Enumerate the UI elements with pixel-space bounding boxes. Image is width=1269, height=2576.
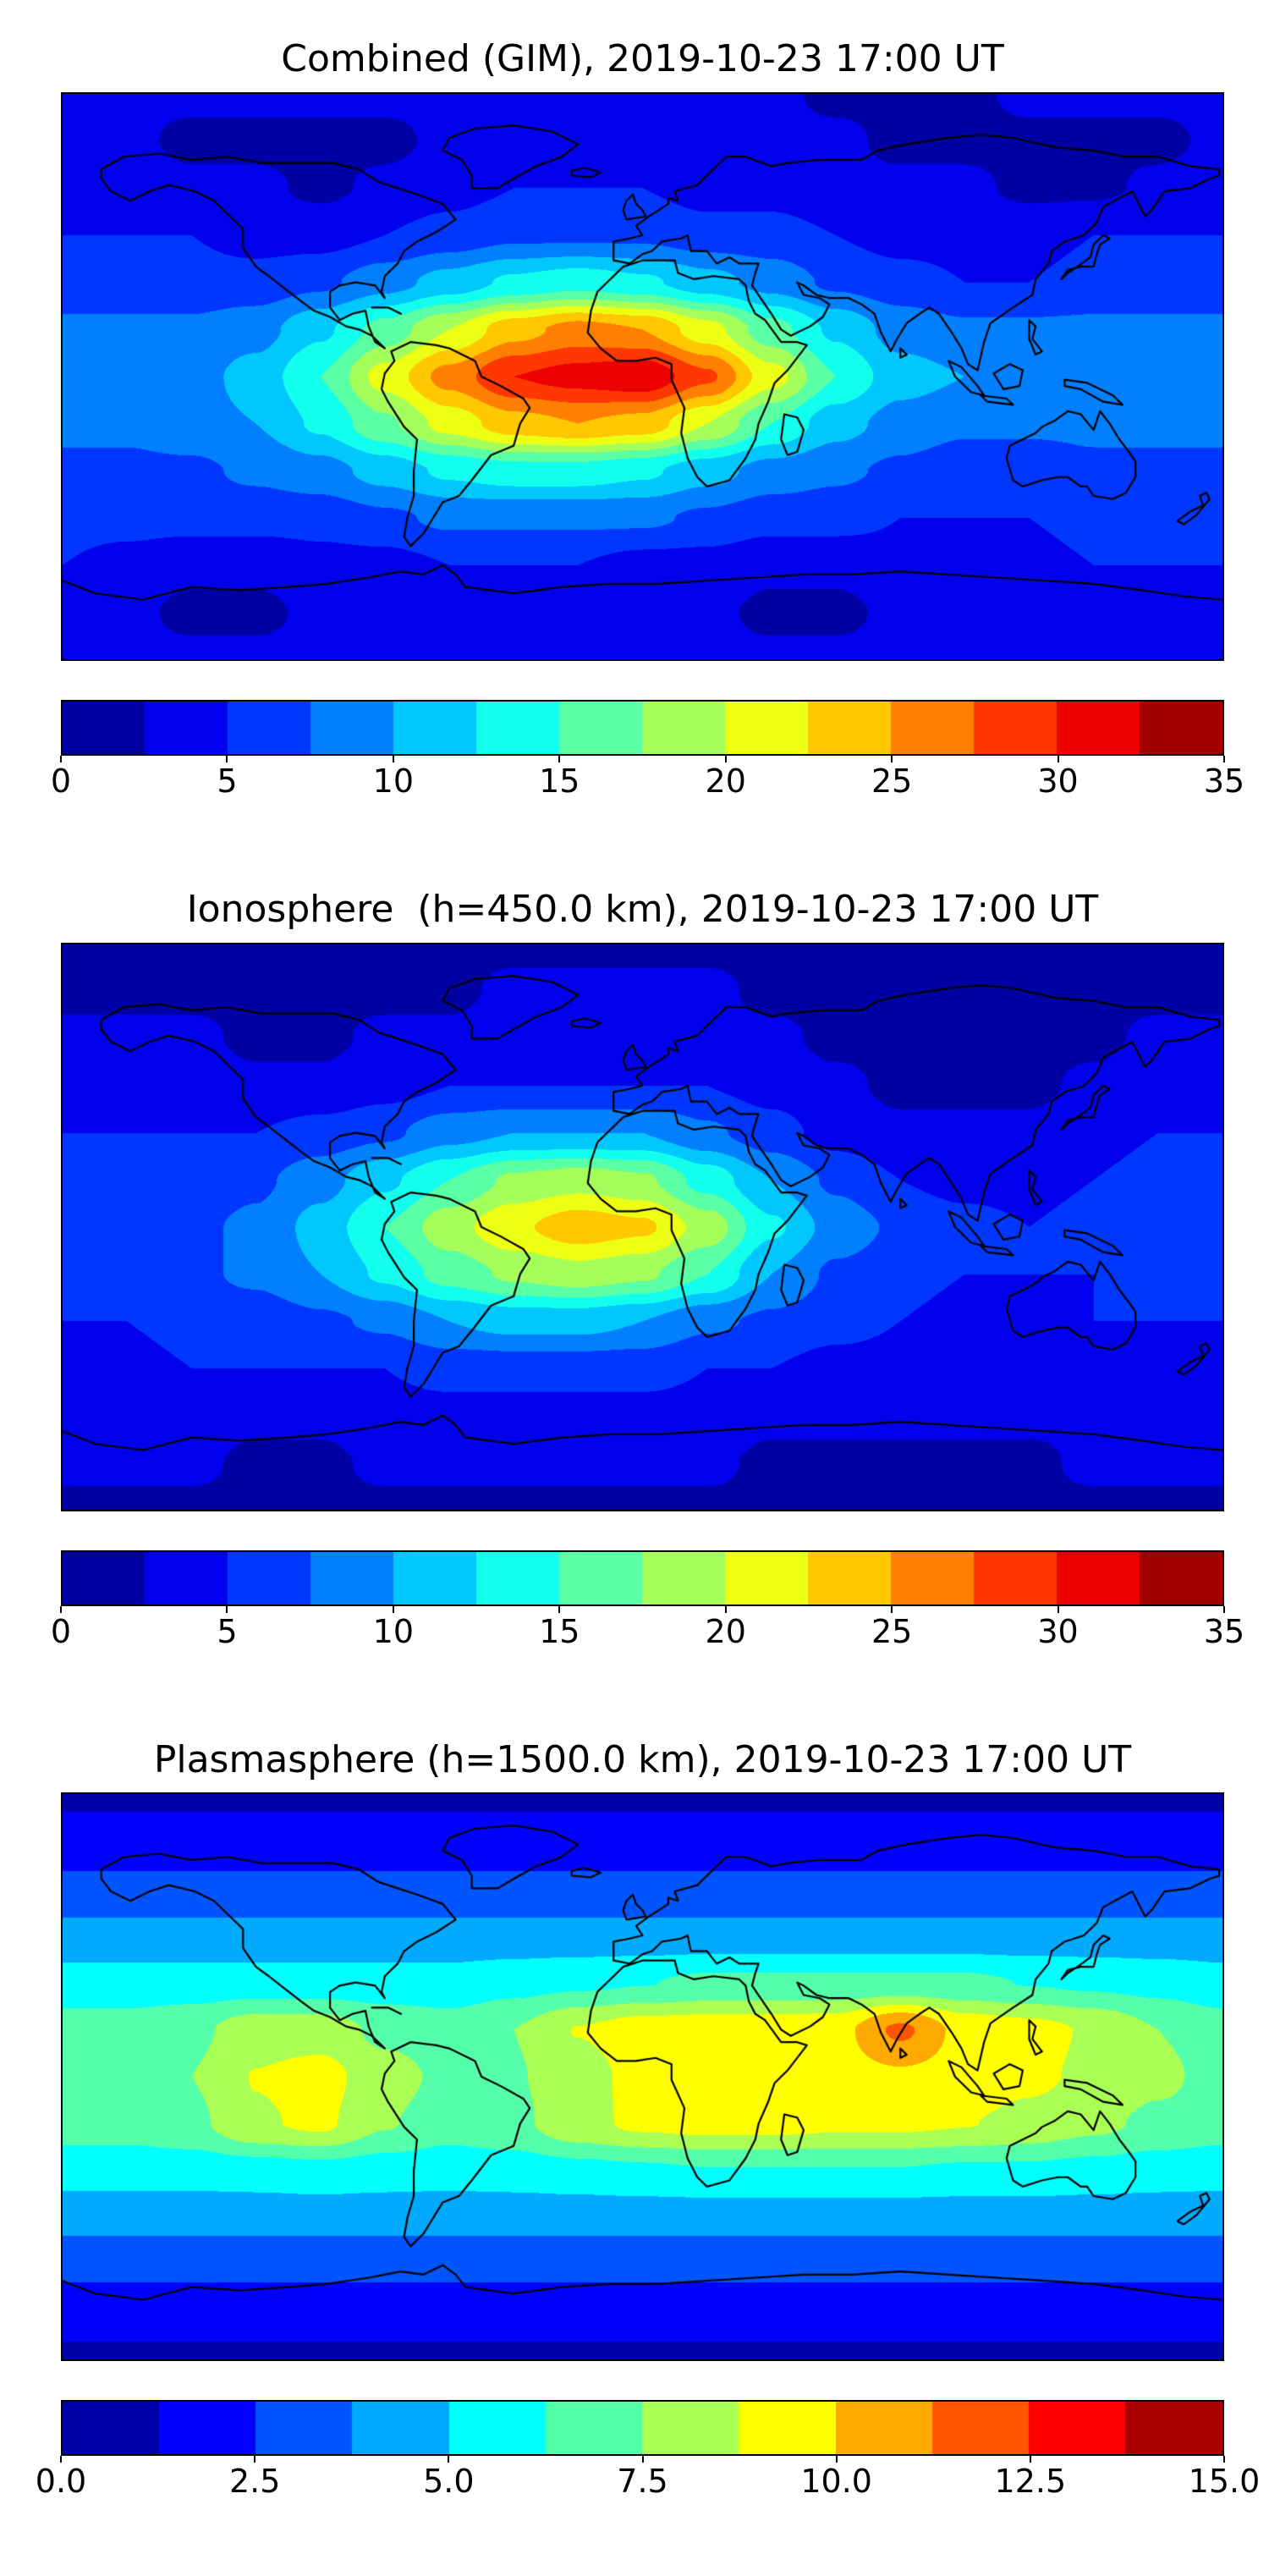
colorbar-tick-label: 2.5 xyxy=(228,2463,281,2501)
colorbar-tick-mark xyxy=(1029,2456,1031,2463)
colorbar-tick-mark xyxy=(254,2456,256,2463)
panel-ionosphere: Ionosphere (h=450.0 km), 2019-10-23 17:0… xyxy=(51,887,1244,1654)
colorbar-tick-label: 0 xyxy=(50,1612,72,1650)
colorbar-tick-label: 0.0 xyxy=(35,2463,87,2501)
combined-map-canvas xyxy=(63,93,1222,659)
colorbar-tick-label: 5 xyxy=(217,762,238,800)
colorbar-frame xyxy=(61,1549,1224,1606)
colorbar-ticks: 0 5 10 15 20 25 30 35 xyxy=(51,1605,1244,1654)
panel-plasmasphere: Plasmasphere (h=1500.0 km), 2019-10-23 1… xyxy=(36,1737,1261,2504)
plasmasphere-colorbar-canvas xyxy=(63,2402,1222,2455)
colorbar-tick-mark xyxy=(558,1605,561,1613)
panel-title: Combined (GIM), 2019-10-23 17:00 UT xyxy=(281,37,1004,80)
colorbar-tick-label: 5 xyxy=(217,1612,238,1650)
colorbar-tick-mark xyxy=(60,755,62,762)
colorbar-tick-label: 20 xyxy=(705,762,746,800)
colorbar-tick-label: 25 xyxy=(871,1612,913,1650)
colorbar-tick-mark xyxy=(835,2456,838,2463)
colorbar-tick-mark xyxy=(226,1605,228,1613)
colorbar-tick-mark xyxy=(1057,755,1059,762)
colorbar-tick-mark xyxy=(60,2456,62,2463)
colorbar-tick-label: 10 xyxy=(372,1612,415,1650)
colorbar-tick-label: 25 xyxy=(871,762,913,800)
ionosphere-map-canvas xyxy=(63,944,1222,1510)
colorbar-ticks: 0.0 2.5 5.0 7.5 10.0 12.5 15.0 xyxy=(36,2456,1260,2503)
map-frame xyxy=(61,1792,1224,2362)
colorbar-tick-label: 10 xyxy=(372,762,415,800)
colorbar-tick-label: 30 xyxy=(1037,1612,1079,1650)
map-frame xyxy=(61,942,1224,1511)
colorbar-tick-mark xyxy=(1223,755,1225,762)
colorbar-tick-mark xyxy=(448,2456,450,2463)
colorbar-tick-label: 0 xyxy=(50,762,72,800)
colorbar-tick-label: 15 xyxy=(539,762,580,800)
ionosphere-colorbar-canvas xyxy=(63,1551,1222,1604)
combined-colorbar-canvas xyxy=(63,701,1222,754)
colorbar-tick-mark xyxy=(724,1605,727,1613)
tec-maps-figure: Combined (GIM), 2019-10-23 17:00 UT 0 5 10… xyxy=(0,37,1269,2576)
panel-title: Plasmasphere (h=1500.0 km), 2019-10-23 1… xyxy=(153,1737,1132,1781)
colorbar-tick-mark xyxy=(891,755,893,762)
colorbar-tick-mark xyxy=(1223,2456,1225,2463)
colorbar-tick-label: 30 xyxy=(1037,762,1079,800)
colorbar-tick-mark xyxy=(724,755,727,762)
colorbar-tick-mark xyxy=(1057,1605,1059,1613)
colorbar-tick-mark xyxy=(60,1605,62,1613)
colorbar-tick-label: 12.5 xyxy=(994,2463,1067,2501)
colorbar-tick-label: 15.0 xyxy=(1188,2463,1261,2501)
colorbar-tick-mark xyxy=(392,755,394,762)
colorbar-frame xyxy=(61,2400,1224,2457)
colorbar-tick-label: 15 xyxy=(539,1612,580,1650)
colorbar-tick-mark xyxy=(1223,1605,1225,1613)
colorbar-tick-mark xyxy=(392,1605,394,1613)
panel-combined: Combined (GIM), 2019-10-23 17:00 UT 0 5 10… xyxy=(51,37,1244,803)
colorbar-tick-mark xyxy=(891,1605,893,1613)
colorbar-tick-label: 20 xyxy=(705,1612,746,1650)
colorbar-tick-mark xyxy=(641,2456,644,2463)
map-frame xyxy=(61,91,1224,661)
colorbar-tick-mark xyxy=(558,755,561,762)
colorbar-tick-label: 10.0 xyxy=(800,2463,872,2501)
colorbar-tick-label: 7.5 xyxy=(617,2463,668,2501)
colorbar-tick-mark xyxy=(226,755,228,762)
colorbar-tick-label: 35 xyxy=(1203,1612,1245,1650)
panel-title: Ionosphere (h=450.0 km), 2019-10-23 17:0… xyxy=(186,887,1099,931)
colorbar-tick-label: 35 xyxy=(1203,762,1245,800)
colorbar-ticks: 0 5 10 15 20 25 30 35 xyxy=(51,755,1244,803)
colorbar-tick-label: 5.0 xyxy=(423,2463,475,2501)
colorbar-frame xyxy=(61,699,1224,756)
plasmasphere-map-canvas xyxy=(63,1794,1222,2360)
